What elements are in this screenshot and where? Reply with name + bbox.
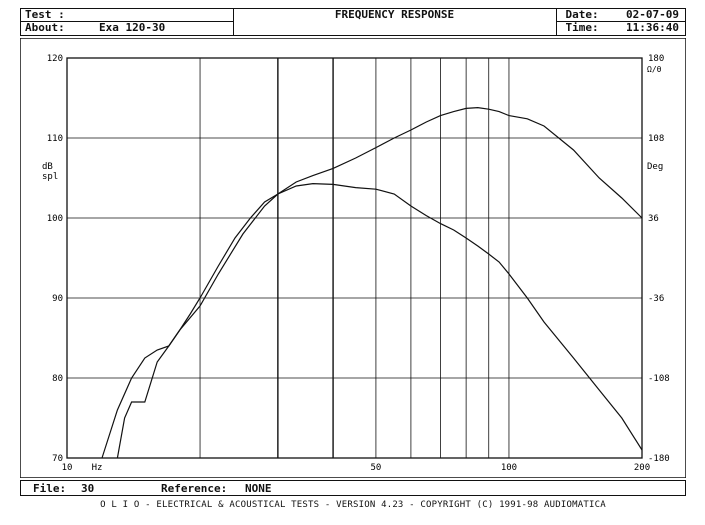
y-axis-label: dB spl [42, 162, 58, 182]
report-footer: File: 30 Reference: NONE [20, 480, 686, 496]
y-tick-label: 90 [52, 294, 63, 304]
header-divider [21, 21, 234, 22]
time-label: Time: [565, 21, 599, 34]
x-tick-label: 100 [501, 463, 517, 473]
time-value: 11:36:40 [626, 21, 679, 34]
about-value: Exa 120-30 [99, 21, 166, 34]
y2-tick-label: 36 [648, 214, 659, 224]
plot-area-border [66, 57, 643, 459]
reference-value: NONE [245, 482, 272, 495]
x-axis-ticks: 10 Hz 50 100 200 [62, 463, 651, 473]
chart-grid [66, 57, 643, 459]
y-tick-label: 120 [47, 54, 63, 64]
header-divider [555, 9, 557, 35]
clio-report: Test : About: Exa 120-30 FREQUENCY RESPO… [20, 8, 686, 513]
y-axis-label-line2: spl [42, 172, 58, 182]
series-line-2 [116, 182, 643, 459]
software-banner: O L I O - ELECTRICAL & ACOUSTICAL TESTS … [100, 500, 606, 510]
y2-tick-label: 108 [648, 134, 664, 144]
chart-series [101, 106, 643, 459]
y-tick-label: 70 [52, 454, 63, 464]
file-label: File: [33, 482, 67, 495]
y2-tick-label: -180 [648, 454, 670, 464]
report-header: Test : About: Exa 120-30 FREQUENCY RESPO… [20, 8, 686, 36]
x-tick-label: 200 [634, 463, 650, 473]
y2-axis-ticks: -180 -108 -36 36 108 180 [648, 54, 670, 464]
page-title: FREQUENCY RESPONSE [334, 8, 455, 21]
y-tick-label: 100 [47, 214, 63, 224]
about-label: About: [25, 21, 65, 34]
date-value: 02-07-09 [626, 8, 679, 21]
x-tick-label: 10 [62, 463, 73, 473]
chart-frame [20, 38, 686, 478]
x-tick-label: 50 [370, 463, 381, 473]
y2-tick-label: -36 [648, 294, 664, 304]
file-value: 30 [81, 482, 95, 495]
y-tick-label: 110 [47, 134, 63, 144]
reference-label: Reference: [161, 482, 228, 495]
test-label: Test : [25, 8, 65, 21]
y2-axis-label: Deg [647, 162, 663, 172]
y2-extra-label: Ω/θ [647, 65, 662, 74]
y2-tick-label: 180 [648, 54, 664, 64]
x-tick-label: Hz [92, 463, 103, 473]
header-divider [233, 9, 235, 35]
header-divider [555, 21, 685, 22]
series-line-1 [101, 106, 643, 459]
y2-tick-label: -108 [648, 374, 670, 384]
y-axis-ticks: 70 80 90 100 110 120 [47, 54, 63, 464]
date-label: Date: [565, 8, 599, 21]
frequency-response-chart: 70 80 90 100 110 120 -180 -108 -36 36 108 180 10 Hz… [20, 38, 686, 478]
y-axis-label-line1: dB [42, 162, 53, 172]
y-tick-label: 80 [52, 374, 63, 384]
